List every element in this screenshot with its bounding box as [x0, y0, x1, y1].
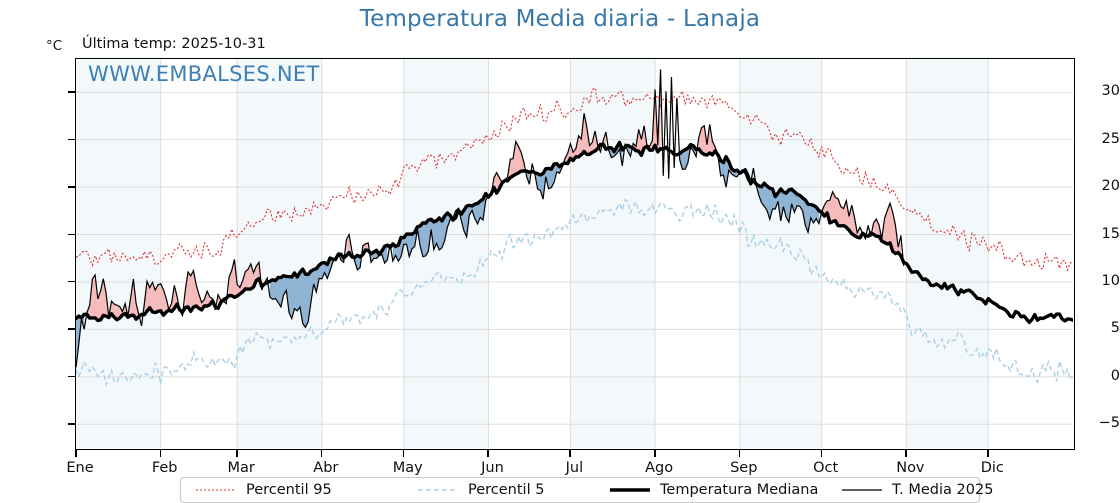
- page-title: Temperatura Media diaria - Lanaja: [359, 6, 761, 32]
- legend-item[interactable]: Percentil 95: [195, 478, 332, 502]
- x-axis-tick-mark: [820, 450, 823, 457]
- fill-above-median: [564, 113, 598, 164]
- x-axis-tick-label: Ene: [66, 460, 94, 476]
- x-axis-tick-label: Nov: [896, 460, 925, 476]
- fill-below-median: [756, 183, 819, 233]
- fill-above-median: [144, 281, 178, 316]
- x-axis-tick-label: Ago: [645, 460, 674, 476]
- series-percentil-5: [76, 198, 1073, 388]
- x-axis-tick-mark: [654, 450, 656, 457]
- y-axis-tick-mark: [68, 233, 75, 236]
- fill-below-median: [392, 213, 451, 262]
- y-axis-unit-label: °C: [46, 38, 63, 54]
- fill-below-median: [534, 163, 563, 200]
- chart-legend: Percentil 95 Percentil 5 Temperatura Media…: [180, 477, 993, 503]
- legend-line-glyph: [610, 488, 650, 492]
- legend-item[interactable]: Percentil 5: [417, 478, 544, 502]
- legend-line-glyph: [842, 489, 882, 491]
- x-axis-tick-label: Mar: [227, 460, 255, 476]
- month-band: [403, 59, 489, 448]
- legend-item[interactable]: T. Media 2025: [841, 478, 993, 502]
- month-band: [906, 59, 989, 448]
- y-axis-tick-mark: [68, 138, 75, 141]
- y-axis-tick-label: 25: [1101, 130, 1120, 147]
- y-axis-tick-label: 15: [1101, 225, 1120, 242]
- fill-below-median: [76, 314, 85, 368]
- x-axis-tick-label: Jun: [481, 460, 504, 476]
- x-axis-tick-mark: [320, 450, 323, 457]
- x-axis-tick-label: Oct: [813, 460, 839, 476]
- legend-label: Temperatura Mediana: [660, 482, 819, 498]
- month-band: [76, 59, 161, 448]
- chart-canvas: [76, 59, 1073, 448]
- x-axis-tick-mark: [987, 450, 989, 457]
- y-axis-tick-label: −5: [1098, 415, 1120, 432]
- y-axis-tick-mark: [68, 423, 75, 425]
- fill-above-median: [821, 191, 860, 238]
- x-axis-tick-label: Dic: [980, 460, 1004, 476]
- fill-above-median: [698, 124, 716, 156]
- x-axis-tick-mark: [402, 450, 405, 457]
- legend-label: Percentil 5: [468, 482, 545, 498]
- y-axis-tick-label: 10: [1101, 272, 1120, 289]
- x-axis-tick-mark: [487, 450, 489, 457]
- last-temp-label: Última temp: 2025-10-31: [82, 36, 266, 52]
- legend-line-glyph: [196, 489, 236, 491]
- series-temperatura-mediana: [76, 140, 1073, 325]
- fill-above-median: [633, 69, 661, 156]
- fill-below-median: [461, 193, 486, 237]
- series-percentil-95: [76, 86, 1073, 272]
- y-axis-tick-label: 30: [1101, 83, 1120, 100]
- y-axis-tick-mark: [68, 186, 75, 188]
- x-axis-tick-mark: [905, 450, 907, 457]
- fill-below-median: [354, 255, 361, 270]
- x-axis-tick-label: Abr: [313, 460, 339, 476]
- month-band: [237, 59, 322, 448]
- x-axis-tick-label: Feb: [151, 460, 178, 476]
- y-axis-tick-mark: [68, 375, 75, 378]
- legend-label: T. Media 2025: [892, 482, 994, 498]
- y-axis-tick-label: 5: [1110, 320, 1120, 337]
- x-axis-tick-mark: [569, 450, 571, 457]
- fill-above-median: [493, 141, 524, 194]
- y-axis-tick-mark: [68, 280, 75, 283]
- x-axis-tick-label: Sep: [730, 460, 758, 476]
- month-band: [739, 59, 822, 448]
- plot-area: [75, 58, 1075, 450]
- fill-below-median: [269, 258, 333, 328]
- x-axis-tick-label: May: [392, 460, 423, 476]
- legend-label: Percentil 95: [246, 482, 332, 498]
- x-axis-tick-mark: [236, 450, 238, 457]
- y-axis-tick-label: 0: [1110, 367, 1120, 384]
- fill-above-median: [873, 203, 901, 256]
- y-axis-tick-mark: [68, 328, 75, 330]
- y-axis-tick-label: 20: [1101, 178, 1120, 195]
- legend-line-glyph: [418, 489, 458, 491]
- x-axis-tick-label: Jul: [565, 460, 584, 476]
- x-axis-tick-mark: [159, 450, 162, 457]
- x-axis-tick-mark: [738, 450, 741, 457]
- x-axis-tick-mark: [75, 450, 77, 457]
- legend-item[interactable]: Temperatura Mediana: [609, 478, 818, 502]
- fill-above-median: [185, 270, 213, 312]
- fill-above-median: [346, 234, 352, 257]
- y-axis-tick-mark: [68, 91, 75, 93]
